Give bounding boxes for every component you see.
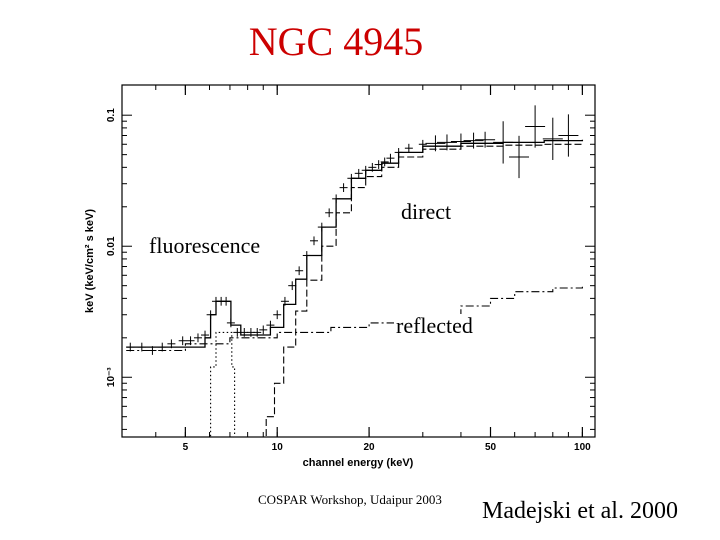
data-point — [288, 281, 297, 291]
data-point — [295, 266, 304, 276]
data-point — [380, 157, 389, 167]
data-point — [310, 236, 319, 246]
data-point — [542, 117, 563, 160]
series-reflected — [126, 285, 583, 352]
data-point — [178, 336, 187, 346]
y-tick-label: 10⁻³ — [106, 367, 117, 387]
data-point — [404, 143, 413, 153]
data-point — [354, 168, 363, 178]
x-tick-label: 50 — [485, 442, 497, 453]
data-point — [463, 132, 484, 149]
workshop-footer: COSPAR Workshop, Udaipur 2003 — [258, 492, 442, 507]
data-point — [436, 134, 457, 151]
data-point — [325, 208, 334, 218]
data-point — [339, 183, 348, 193]
series-fluorescence — [207, 331, 236, 438]
data-point — [475, 131, 496, 148]
plot-frame — [121, 84, 596, 438]
y-tick-label: 0.01 — [106, 236, 117, 256]
y-tick-label: 0.1 — [106, 108, 117, 122]
y-axis-label: keV (keV/cm² s keV) — [84, 209, 96, 313]
slide-title: NGC 4945 — [248, 19, 424, 64]
series-direct — [257, 143, 583, 438]
series-total-model — [126, 139, 584, 348]
annotation-reflected: reflected — [394, 313, 475, 338]
data-point — [525, 105, 546, 148]
data-point — [425, 135, 446, 152]
axis-ticks: 5 10 20 50 100 10⁻³ 0.01 0.1 — [106, 85, 595, 453]
data-point — [259, 325, 268, 335]
x-tick-label: 10 — [272, 442, 284, 453]
data-point — [273, 310, 282, 320]
x-tick-label: 5 — [183, 442, 189, 453]
data-point — [233, 328, 242, 337]
x-axis-label: channel energy (keV) — [303, 457, 414, 469]
annotation-direct: direct — [399, 199, 454, 224]
annotation-fluorescence: fluorescence — [147, 233, 263, 258]
data-point — [193, 333, 202, 343]
x-tick-label: 20 — [364, 442, 376, 453]
data-point — [558, 114, 579, 157]
data-point — [386, 153, 395, 163]
x-tick-label: 100 — [574, 442, 591, 453]
citation-footer: Madejski et al. 2000 — [482, 498, 678, 524]
series-layer — [126, 105, 584, 438]
